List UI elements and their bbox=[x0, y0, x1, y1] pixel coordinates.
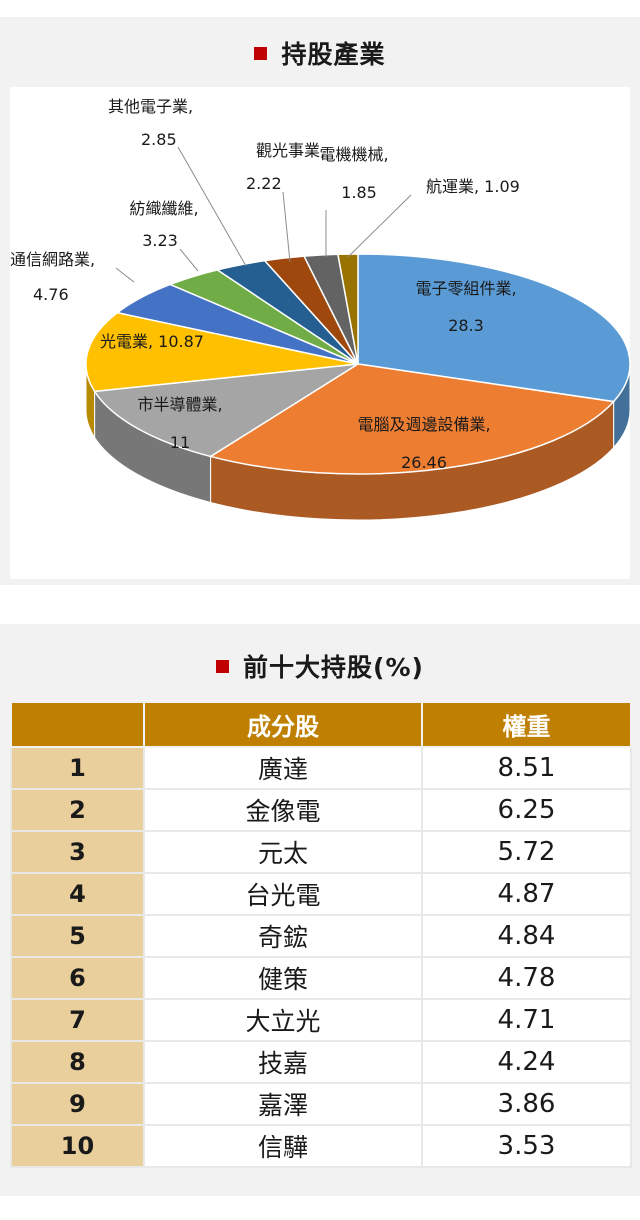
weight-cell: 4.71 bbox=[421, 998, 632, 1042]
table-header-row: 成分股 權重 bbox=[10, 701, 632, 748]
stock-name-cell: 嘉澤 bbox=[143, 1082, 423, 1126]
stock-name-cell: 台光電 bbox=[143, 872, 423, 916]
holdings-title-text: 前十大持股(%) bbox=[243, 653, 424, 682]
weight-cell: 3.86 bbox=[421, 1082, 632, 1126]
rank-cell: 10 bbox=[10, 1124, 145, 1168]
pie-slice-1 bbox=[208, 363, 616, 475]
stock-name-cell: 廣達 bbox=[143, 746, 423, 790]
pie-labels: 電子零組件業, 28.3 電腦及週邊設備業, 26.46 市半導體業, 11 光電業, 10… bbox=[10, 97, 520, 472]
industry-chart-panel: 持股產業 電子零組件業, 28.3 電腦及週邊設備業, 26.46 市半導體業, 11 光電… bbox=[0, 17, 640, 585]
stock-name-cell: 技嘉 bbox=[143, 1040, 423, 1084]
table-row: 3 元太 5.72 bbox=[10, 830, 632, 874]
slice-value-2: 11 bbox=[170, 433, 190, 452]
weight-header: 權重 bbox=[421, 701, 632, 748]
slice-label-8: 電機機械, bbox=[319, 145, 388, 164]
weight-cell: 4.87 bbox=[421, 872, 632, 916]
stock-name-cell: 信驊 bbox=[143, 1124, 423, 1168]
weight-cell: 8.51 bbox=[421, 746, 632, 790]
stock-name-cell: 健策 bbox=[143, 956, 423, 1000]
rank-cell: 9 bbox=[10, 1082, 145, 1126]
rank-cell: 7 bbox=[10, 998, 145, 1042]
chart-title-text: 持股產業 bbox=[281, 40, 386, 69]
table-row: 10 信驊 3.53 bbox=[10, 1124, 632, 1168]
leader-line-9 bbox=[347, 194, 412, 258]
leader-line-7 bbox=[282, 191, 291, 263]
slice-value-0: 28.3 bbox=[448, 316, 484, 335]
pie-chart: 電子零組件業, 28.3 電腦及週邊設備業, 26.46 市半導體業, 11 光電業, 10… bbox=[10, 97, 631, 521]
slice-label-3: 光電業, 10.87 bbox=[100, 332, 204, 351]
rank-cell: 6 bbox=[10, 956, 145, 1000]
slice-label-0: 電子零組件業, bbox=[415, 279, 516, 298]
slice-label-2: 市半導體業, bbox=[137, 395, 222, 414]
slice-value-8: 1.85 bbox=[341, 183, 377, 202]
stock-name-cell: 元太 bbox=[143, 830, 423, 874]
pie-slices bbox=[85, 253, 631, 475]
weight-cell: 5.72 bbox=[421, 830, 632, 874]
leader-line-6 bbox=[177, 146, 247, 267]
stock-name-cell: 金像電 bbox=[143, 788, 423, 832]
slice-value-7: 2.22 bbox=[246, 174, 282, 193]
rank-cell: 4 bbox=[10, 872, 145, 916]
industry-chart-title: 持股產業 bbox=[0, 35, 640, 71]
table-row: 8 技嘉 4.24 bbox=[10, 1040, 632, 1084]
rank-cell: 8 bbox=[10, 1040, 145, 1084]
slice-value-5: 3.23 bbox=[142, 231, 178, 250]
slice-value-6: 2.85 bbox=[141, 130, 177, 149]
square-bullet-icon bbox=[216, 660, 230, 673]
weight-cell: 6.25 bbox=[421, 788, 632, 832]
table-row: 9 嘉澤 3.86 bbox=[10, 1082, 632, 1126]
rank-cell: 2 bbox=[10, 788, 145, 832]
pie-slice-2 bbox=[93, 363, 359, 458]
table-row: 2 金像電 6.25 bbox=[10, 788, 632, 832]
weight-cell: 4.24 bbox=[421, 1040, 632, 1084]
weight-cell: 4.78 bbox=[421, 956, 632, 1000]
pie-slice-3 bbox=[85, 311, 359, 393]
slice-label-4: 通信網路業, bbox=[10, 250, 95, 269]
slice-label-1: 電腦及週邊設備業, bbox=[357, 415, 490, 434]
rank-cell: 3 bbox=[10, 830, 145, 874]
leader-line-4 bbox=[115, 267, 135, 283]
table-row: 5 奇鋐 4.84 bbox=[10, 914, 632, 958]
table-row: 1 廣達 8.51 bbox=[10, 746, 632, 790]
leader-line-5 bbox=[179, 248, 199, 272]
rank-cell: 5 bbox=[10, 914, 145, 958]
pie-slice-0 bbox=[357, 253, 631, 403]
pie-slice-9 bbox=[337, 253, 359, 365]
weight-cell: 3.53 bbox=[421, 1124, 632, 1168]
weight-cell: 4.84 bbox=[421, 914, 632, 958]
holdings-title: 前十大持股(%) bbox=[0, 648, 640, 684]
holdings-table: 成分股 權重 1 廣達 8.51 2 金像電 6.25 3 元太 5.72 4 台光電 4.87… bbox=[10, 701, 632, 1168]
slice-value-1: 26.46 bbox=[401, 453, 447, 472]
square-bullet-icon bbox=[254, 47, 268, 60]
stock-name-cell: 奇鋐 bbox=[143, 914, 423, 958]
slice-label-5: 紡織纖維, bbox=[129, 199, 198, 218]
rank-cell: 1 bbox=[10, 746, 145, 790]
name-header: 成分股 bbox=[143, 701, 423, 748]
slice-value-4: 4.76 bbox=[33, 285, 69, 304]
table-row: 7 大立光 4.71 bbox=[10, 998, 632, 1042]
holdings-panel: 前十大持股(%) 成分股 權重 1 廣達 8.51 2 金像電 6.25 3 元太 5.72… bbox=[0, 624, 640, 1196]
rank-header bbox=[10, 701, 145, 748]
stock-name-cell: 大立光 bbox=[143, 998, 423, 1042]
slice-label-6: 其他電子業, bbox=[108, 97, 193, 116]
slice-label-9: 航運業, 1.09 bbox=[426, 177, 520, 196]
table-row: 6 健策 4.78 bbox=[10, 956, 632, 1000]
table-row: 4 台光電 4.87 bbox=[10, 872, 632, 916]
slice-label-7: 觀光事業, bbox=[256, 141, 325, 160]
